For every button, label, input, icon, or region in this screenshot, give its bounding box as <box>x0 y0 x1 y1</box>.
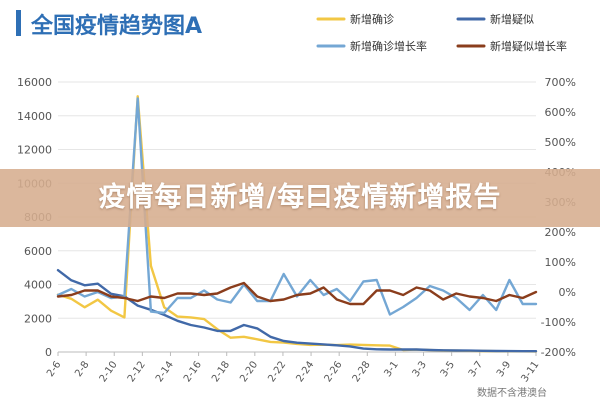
right-tick-label: 700% <box>545 76 576 89</box>
left-tick-label: 6000 <box>24 245 52 258</box>
x-tick-label: 3-9 <box>495 359 513 379</box>
report-banner: 疫情每日新增/每曰疫情新增报告 <box>0 169 600 227</box>
x-tick-label: 2-24 <box>294 359 316 384</box>
x-tick-label: 2-28 <box>351 359 373 384</box>
left-tick-label: 12000 <box>17 144 52 157</box>
source-note: 数据不含港澳台 <box>477 386 547 399</box>
x-tick-label: 2-16 <box>182 359 204 384</box>
x-tick-label: 2-12 <box>126 359 148 384</box>
left-tick-label: 4000 <box>24 279 52 292</box>
legend-label-2: 新增疑似 <box>490 12 534 26</box>
left-tick-label: 16000 <box>17 76 52 89</box>
right-tick-label: -100% <box>541 316 576 329</box>
x-tick-label: 3-11 <box>519 359 541 384</box>
series-line-3 <box>56 97 538 316</box>
x-tick-label: 2-14 <box>154 359 176 384</box>
left-tick-label: 0 <box>45 346 52 359</box>
right-tick-label: 500% <box>545 136 576 149</box>
x-tick-label: 2-20 <box>238 359 260 384</box>
right-tick-label: -200% <box>541 346 576 359</box>
banner-title: 疫情每日新增/每曰疫情新增报告 <box>98 182 502 213</box>
x-tick-label: 2-18 <box>210 359 232 384</box>
chart-title: 全国疫情趋势图A <box>30 13 202 39</box>
x-tick-label: 2-6 <box>45 359 63 379</box>
x-tick-label: 2-22 <box>266 359 288 384</box>
right-tick-label: 100% <box>545 256 576 269</box>
x-tick-label: 3-7 <box>467 359 485 379</box>
x-tick-label: 2-26 <box>323 359 345 384</box>
x-tick-label: 3-1 <box>382 359 400 379</box>
right-tick-label: 600% <box>545 106 576 119</box>
left-tick-label: 2000 <box>24 312 52 325</box>
left-tick-label: 14000 <box>17 110 52 123</box>
x-tick-label: 3-5 <box>439 359 457 379</box>
legend-label-4: 新增疑似增长率 <box>490 39 567 53</box>
x-tick-label: 2-8 <box>73 359 91 379</box>
x-tick-label: 2-10 <box>98 359 120 384</box>
right-tick-label: 0% <box>559 286 576 299</box>
right-tick-label: 200% <box>545 226 576 239</box>
x-axis-ticks: 2-6 2-8 2-10 2-12 2-14 2-16 2-18 2-20 2-22 2-24 2-… <box>45 352 541 384</box>
legend-label-1: 新增确诊 <box>350 12 394 26</box>
series-lines <box>56 95 538 353</box>
x-tick-label: 3-3 <box>411 359 429 379</box>
series-line-2 <box>56 269 538 353</box>
title-accent-bar <box>16 10 21 36</box>
legend-label-3: 新增确诊增长率 <box>350 39 427 53</box>
series-line-4 <box>56 281 538 306</box>
